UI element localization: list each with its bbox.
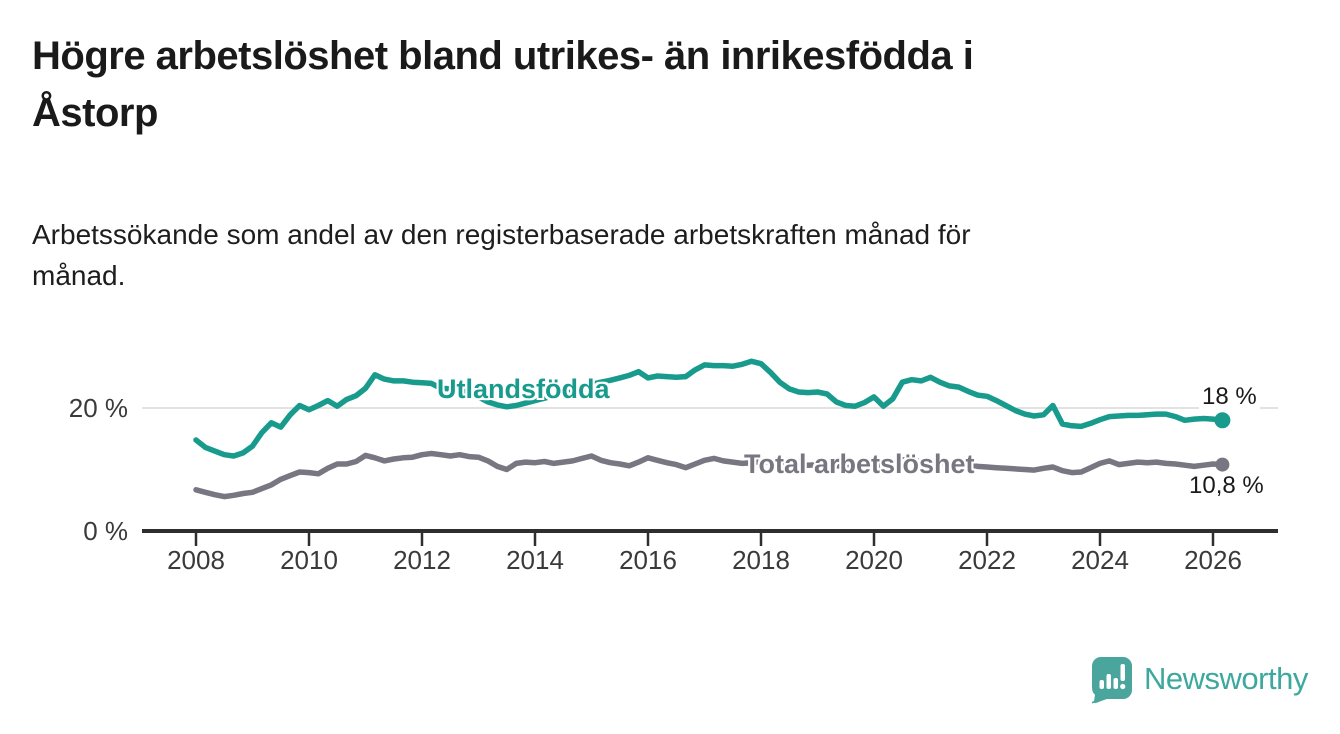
- page-subtitle: Arbetssökande som andel av den registerb…: [32, 214, 1252, 296]
- series-label-foreign-born: Utlandsfödda: [437, 374, 610, 404]
- page-title-line-1: Högre arbetslöshet bland utrikes- än inr…: [32, 34, 974, 78]
- newsworthy-logo-icon: [1091, 657, 1132, 704]
- page-subtitle-line-1: Arbetssökande som andel av den registerb…: [32, 219, 971, 250]
- x-tick-label-2008: 2008: [167, 545, 225, 575]
- series-label-total: Total arbetslöshet: [744, 449, 975, 479]
- y-tick-label-20: 20 %: [68, 393, 128, 423]
- end-value-label-total: 10,8 %: [1186, 472, 1267, 500]
- x-tick-label-2010: 2010: [280, 545, 338, 575]
- series-line-1: [193, 358, 1226, 459]
- series-endpoint-0: [1215, 457, 1230, 472]
- x-tick-label-2022: 2022: [958, 545, 1016, 575]
- x-tick-label-2024: 2024: [1071, 545, 1129, 575]
- x-tick-label-2026: 2026: [1184, 545, 1242, 575]
- x-tick-label-2012: 2012: [393, 545, 451, 575]
- y-tick-label-0: 0 %: [83, 516, 128, 546]
- x-tick-label-2020: 2020: [845, 545, 903, 575]
- end-value-label-foreign-born: 18 %: [1199, 383, 1260, 411]
- page-subtitle-line-2: månad.: [32, 260, 126, 291]
- newsworthy-logo-text: Newsworthy: [1144, 661, 1308, 696]
- x-tick-label-2016: 2016: [619, 545, 677, 575]
- page-title-line-2: Åstorp: [32, 91, 158, 135]
- x-tick-label-2014: 2014: [506, 545, 564, 575]
- page-title: Högre arbetslöshet bland utrikes- än inr…: [32, 28, 1252, 142]
- newsworthy-logo: Newsworthy: [1088, 654, 1308, 704]
- x-tick-label-2018: 2018: [732, 545, 790, 575]
- series-line-0: [193, 450, 1226, 500]
- series-endpoint-1: [1214, 412, 1231, 429]
- x-axis-ticks: [194, 533, 1215, 546]
